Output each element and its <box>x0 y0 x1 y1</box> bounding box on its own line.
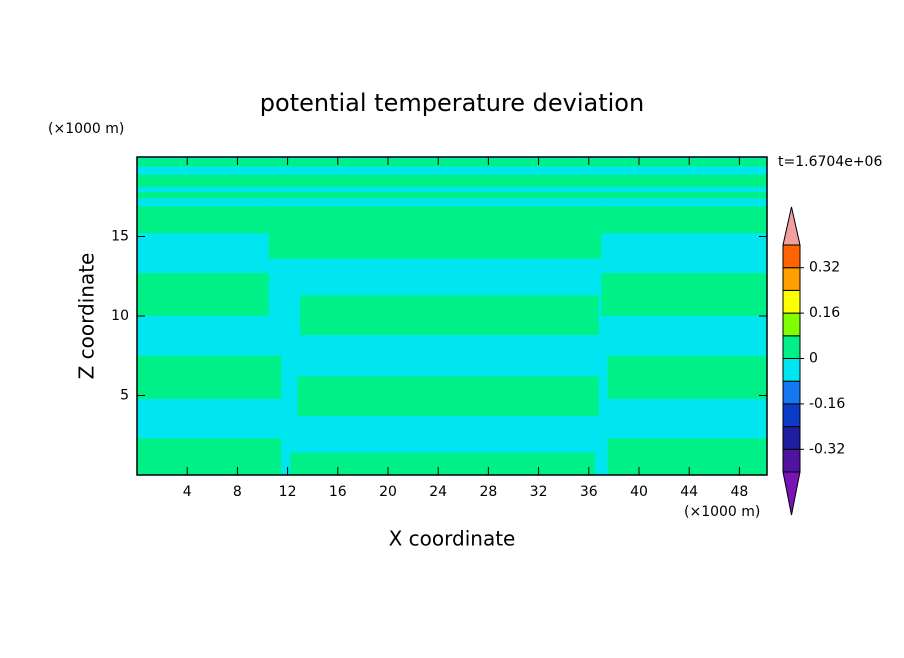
contour-region <box>268 206 602 259</box>
x-tick-label: 4 <box>183 484 192 500</box>
x-tick-label: 36 <box>580 484 598 500</box>
x-tick-label: 24 <box>429 484 447 500</box>
x-tick-label: 8 <box>233 484 242 500</box>
colorbar-tick-label: -0.16 <box>809 396 845 412</box>
time-annotation: t=1.6704e+06 <box>778 154 882 170</box>
y-axis-label: Z coordinate <box>75 253 99 380</box>
colorbar-box <box>782 289 801 314</box>
contour-region <box>137 158 767 167</box>
contour-region <box>137 174 767 188</box>
colorbar-over <box>782 206 801 246</box>
colorbar-box <box>782 403 801 428</box>
y-tick-label: 5 <box>120 388 129 404</box>
x-unit: (×1000 m) <box>684 504 760 520</box>
x-tick-label: 44 <box>680 484 698 500</box>
contour-region <box>607 355 767 399</box>
chart-title: potential temperature deviation <box>260 89 644 117</box>
contour-region <box>137 191 767 199</box>
contour-region <box>300 295 599 336</box>
contour-region <box>297 376 599 417</box>
y-unit: (×1000 m) <box>48 121 124 137</box>
y-tick-label: 15 <box>111 229 129 245</box>
colorbar-under <box>782 471 801 516</box>
x-tick-label: 48 <box>730 484 748 500</box>
x-tick-label: 40 <box>630 484 648 500</box>
colorbar-box <box>782 358 801 382</box>
contour-region <box>137 206 269 234</box>
x-tick-label: 12 <box>279 484 297 500</box>
contour-region <box>601 273 767 316</box>
contour-region <box>607 438 767 475</box>
x-axis-label: X coordinate <box>389 527 516 551</box>
colorbar-box <box>782 335 801 359</box>
colorbar-box <box>782 448 801 473</box>
colorbar-box <box>782 244 801 269</box>
colorbar-tick-label: -0.32 <box>809 441 845 457</box>
colorbar-tick-label: 0 <box>809 351 818 367</box>
contour-region <box>137 438 282 475</box>
x-tick-label: 28 <box>479 484 497 500</box>
colorbar-box <box>782 267 801 291</box>
contour-region <box>290 452 596 475</box>
contour-region <box>601 206 767 234</box>
colorbar-box <box>782 312 801 337</box>
colorbar-tick-label: 0.16 <box>809 305 840 321</box>
y-tick-label: 10 <box>111 308 129 324</box>
x-tick-label: 16 <box>329 484 347 500</box>
contour-region <box>137 355 282 399</box>
contour-region <box>137 273 269 316</box>
x-tick-label: 32 <box>530 484 548 500</box>
colorbar-tick-label: 0.32 <box>809 260 840 276</box>
x-tick-label: 20 <box>379 484 397 500</box>
colorbar-box <box>782 380 801 405</box>
colorbar-box <box>782 426 801 450</box>
